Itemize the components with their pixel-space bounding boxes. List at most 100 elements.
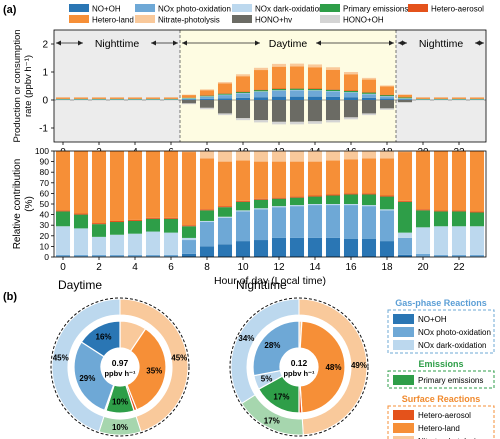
rate-bar-nox-photo-oxidation-h1: [73, 99, 89, 100]
share-bar-nox-photo-oxidation-h14: [307, 205, 323, 238]
rate-bar-nitrate-photolysis-h12: [271, 63, 287, 67]
rate-bar-hono-hv-h15: [325, 100, 341, 121]
share-bar-hetero-aerosol-h14: [307, 195, 323, 197]
share-bar-hetero-land-h17: [361, 158, 377, 194]
rate-bar-hono-oh-h22: [451, 100, 467, 101]
share-bar-primary-emissions-h3: [109, 222, 125, 235]
share-bar-primary-emissions-h19: [397, 201, 413, 233]
rate-bar-hono-oh-h23: [469, 100, 485, 101]
share-bar-no-oh-h13: [289, 237, 305, 257]
arrow-left-b-head-left: [151, 40, 156, 46]
share-bar-nox-dark-oxidation-h8: [199, 220, 215, 223]
share-bar-hetero-land-h0: [55, 151, 71, 211]
share-bar-nox-dark-oxidation-h21: [433, 226, 449, 255]
rate-bar-hono-oh-h4: [127, 100, 143, 101]
rate-bar-hono-oh-h0: [55, 100, 71, 101]
rate-bar-primary-emissions-h13: [289, 88, 305, 90]
rate-bar-hono-oh-h11: [253, 120, 269, 123]
share-bar-hetero-land-h14: [307, 161, 323, 196]
share-bar-nox-dark-oxidation-h5: [145, 231, 161, 255]
rate-bar-nitrate-photolysis-h15: [325, 67, 341, 70]
share-ytick-label: 80: [40, 167, 50, 177]
share-bar-hetero-land-h13: [289, 161, 305, 197]
rate-bar-nox-photo-oxidation-h22: [451, 99, 467, 100]
rate-bar-primary-emissions-h1: [73, 98, 89, 100]
inner-label-no-oh: 16%: [96, 333, 112, 342]
share-bar-hetero-land-h2: [91, 151, 107, 224]
rate-bar-nox-photo-oxidation-h11: [253, 91, 269, 98]
arrow-left-a-head-right: [78, 40, 83, 46]
rate-bar-primary-emissions-h0: [55, 98, 71, 100]
rate-bar-no-oh-h19: [397, 99, 413, 100]
share-bar-nox-photo-oxidation-h1: [73, 254, 89, 257]
share-bar-hetero-land-h7: [181, 152, 197, 226]
rate-bar-nox-photo-oxidation-h2: [91, 99, 107, 100]
share-bar-nox-dark-oxidation-h11: [253, 208, 269, 210]
legend-swatch-nox-photo-oxidation: [135, 4, 155, 12]
rate-bar-no-oh-h21: [433, 99, 449, 101]
legend-label-primary-emissions: Primary emissions: [343, 5, 408, 14]
share-bar-nitrate-photolysis-h17: [361, 151, 377, 159]
legend-label-hono-oh: HONO+OH: [343, 16, 384, 25]
rate-bar-hono-hv-h7: [181, 100, 197, 104]
rate-bar-hetero-land-h13: [289, 66, 305, 89]
rate-bar-nox-photo-oxidation-h23: [469, 99, 485, 100]
rate-bar-no-oh-h22: [451, 99, 467, 101]
rate-bar-nox-dark-oxidation-h8: [199, 96, 215, 97]
rate-bar-primary-emissions-h15: [325, 89, 341, 92]
share-bar-hetero-land-h12: [271, 161, 287, 198]
share-bar-hetero-land-h9: [217, 161, 233, 207]
rate-bar-hetero-land-h2: [91, 97, 107, 99]
share-bar-nitrate-photolysis-h10: [235, 151, 251, 161]
share-xtick-label: 14: [309, 262, 321, 273]
legend-label-hetero-aerosol: Hetero-aerosol: [431, 5, 484, 14]
share-bar-hetero-land-h8: [199, 158, 215, 210]
rate-bar-nitrate-photolysis-h9: [217, 82, 233, 84]
share-bar-hetero-land-h22: [451, 151, 467, 211]
rate-bar-no-oh-h23: [469, 99, 485, 101]
share-ytick-label: 0: [44, 252, 49, 262]
share-bar-primary-emissions-h9: [217, 207, 233, 217]
pie-center: [101, 348, 139, 386]
share-bar-nox-dark-oxidation-h14: [307, 204, 323, 206]
share-bar-hetero-aerosol-h22: [451, 210, 467, 212]
share-bar-nox-photo-oxidation-h22: [451, 254, 467, 257]
group-swatch-primary-emissions: [393, 375, 414, 385]
rate-bar-hetero-land-h6: [163, 97, 179, 99]
rate-bar-primary-emissions-h11: [253, 89, 269, 92]
share-bar-nox-dark-oxidation-h2: [91, 236, 107, 255]
rate-bar-hono-oh-h17: [361, 113, 377, 116]
group-title-gas-phase-reactions: Gas-phase Reactions: [395, 298, 487, 308]
rate-bar-nox-dark-oxidation-h9: [217, 94, 233, 96]
share-bar-nox-photo-oxidation-h13: [289, 206, 305, 238]
rate-bar-hono-hv-h18: [379, 100, 395, 109]
share-bar-nox-dark-oxidation-h10: [235, 210, 251, 212]
share-bar-nox-photo-oxidation-h12: [271, 207, 287, 238]
rate-bar-hono-oh-h8: [199, 107, 215, 110]
pie-center-value: 0.97: [112, 358, 129, 368]
outer-slice-gas-phase-reactions: [230, 298, 300, 405]
share-bar-primary-emissions-h23: [469, 212, 485, 227]
share-bar-hetero-land-h4: [127, 151, 143, 220]
rate-bar-nox-dark-oxidation-h3: [109, 99, 125, 100]
share-bar-nox-photo-oxidation-h6: [163, 254, 179, 257]
share-bar-nox-photo-oxidation-h9: [217, 217, 233, 245]
rate-bar-hono-oh-h21: [433, 100, 449, 101]
group-swatch-nitrate-photolysis: [393, 436, 414, 439]
rate-bar-hetero-land-h16: [343, 74, 359, 91]
legend-swatch-nox-dark-oxidation: [232, 4, 252, 12]
rate-bar-nox-dark-oxidation-h7: [181, 98, 197, 99]
outer-slice-gas-phase-reactions: [51, 298, 121, 433]
rate-bar-no-oh-h12: [271, 96, 287, 100]
rate-bar-nox-photo-oxidation-h15: [325, 91, 341, 97]
share-bar-hetero-aerosol-h23: [469, 211, 485, 213]
rate-bar-hetero-aerosol-h17: [361, 92, 377, 93]
rate-bar-hono-hv-h13: [289, 100, 305, 122]
group-swatch-nox-photo-oxidation: [393, 327, 414, 337]
rate-bar-hono-oh-h5: [145, 100, 161, 101]
rate-bar-nox-dark-oxidation-h6: [163, 99, 179, 100]
rate-bar-hetero-land-h9: [217, 83, 233, 94]
rate-bar-no-oh-h11: [253, 97, 269, 100]
rate-bar-primary-emissions-h9: [217, 93, 233, 95]
rate-bar-hono-hv-h9: [217, 100, 233, 114]
